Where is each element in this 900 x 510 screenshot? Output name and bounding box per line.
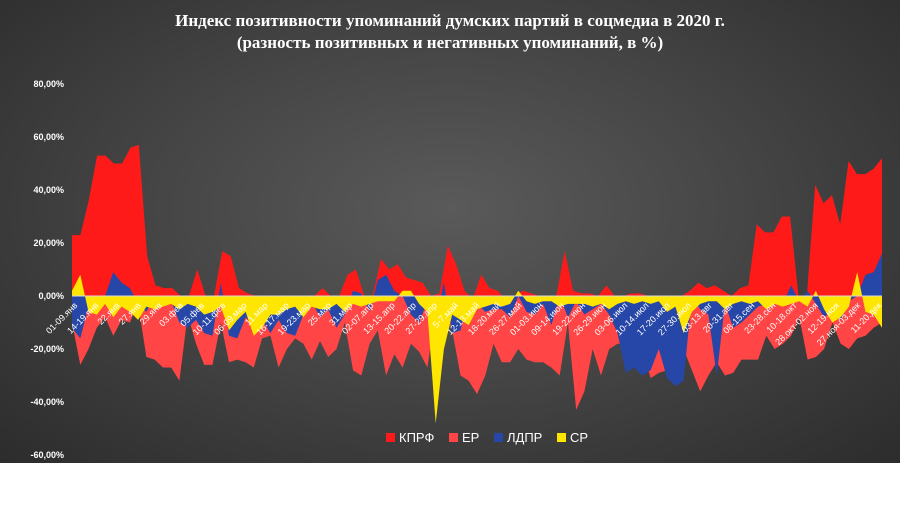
- series-areas: [72, 144, 882, 424]
- y-tick-label: -20,00%: [30, 344, 64, 354]
- legend-swatch: [494, 433, 503, 442]
- legend-label: ЛДПР: [507, 430, 542, 445]
- legend-swatch: [386, 433, 395, 442]
- legend-swatch: [449, 433, 458, 442]
- y-tick-label: 20,00%: [33, 238, 64, 248]
- chart-area: Индекс позитивности упоминаний думских п…: [0, 0, 900, 463]
- chart-title-line2: (разность позитивных и негативных упомин…: [236, 33, 664, 52]
- y-tick-label: -40,00%: [30, 397, 64, 407]
- y-tick-label: 40,00%: [33, 185, 64, 195]
- y-tick-label: 80,00%: [33, 79, 64, 89]
- legend-label: ЕР: [462, 430, 479, 445]
- legend-label: СР: [570, 430, 588, 445]
- y-tick-label: -60,00%: [30, 450, 64, 460]
- series-area-4: [72, 272, 882, 424]
- y-axis-ticks: 80,00% 60,00% 40,00% 20,00% 0,00% -20,00% -40,…: [30, 79, 64, 460]
- legend-label: КПРФ: [399, 430, 434, 445]
- y-tick-label: 60,00%: [33, 132, 64, 142]
- chart-title: Индекс позитивности упоминаний думских п…: [0, 10, 900, 54]
- legend: КПРФ ЕР ЛДПР СР: [386, 430, 588, 445]
- y-tick-label: 0,00%: [38, 291, 64, 301]
- legend-swatch: [557, 433, 566, 442]
- series-area-1: [72, 144, 882, 302]
- series-area-3: [72, 253, 882, 387]
- chart-plot: 80,00% 60,00% 40,00% 20,00% 0,00% -20,00% -40,…: [30, 79, 882, 460]
- chart-title-line1: Индекс позитивности упоминаний думских п…: [175, 11, 725, 30]
